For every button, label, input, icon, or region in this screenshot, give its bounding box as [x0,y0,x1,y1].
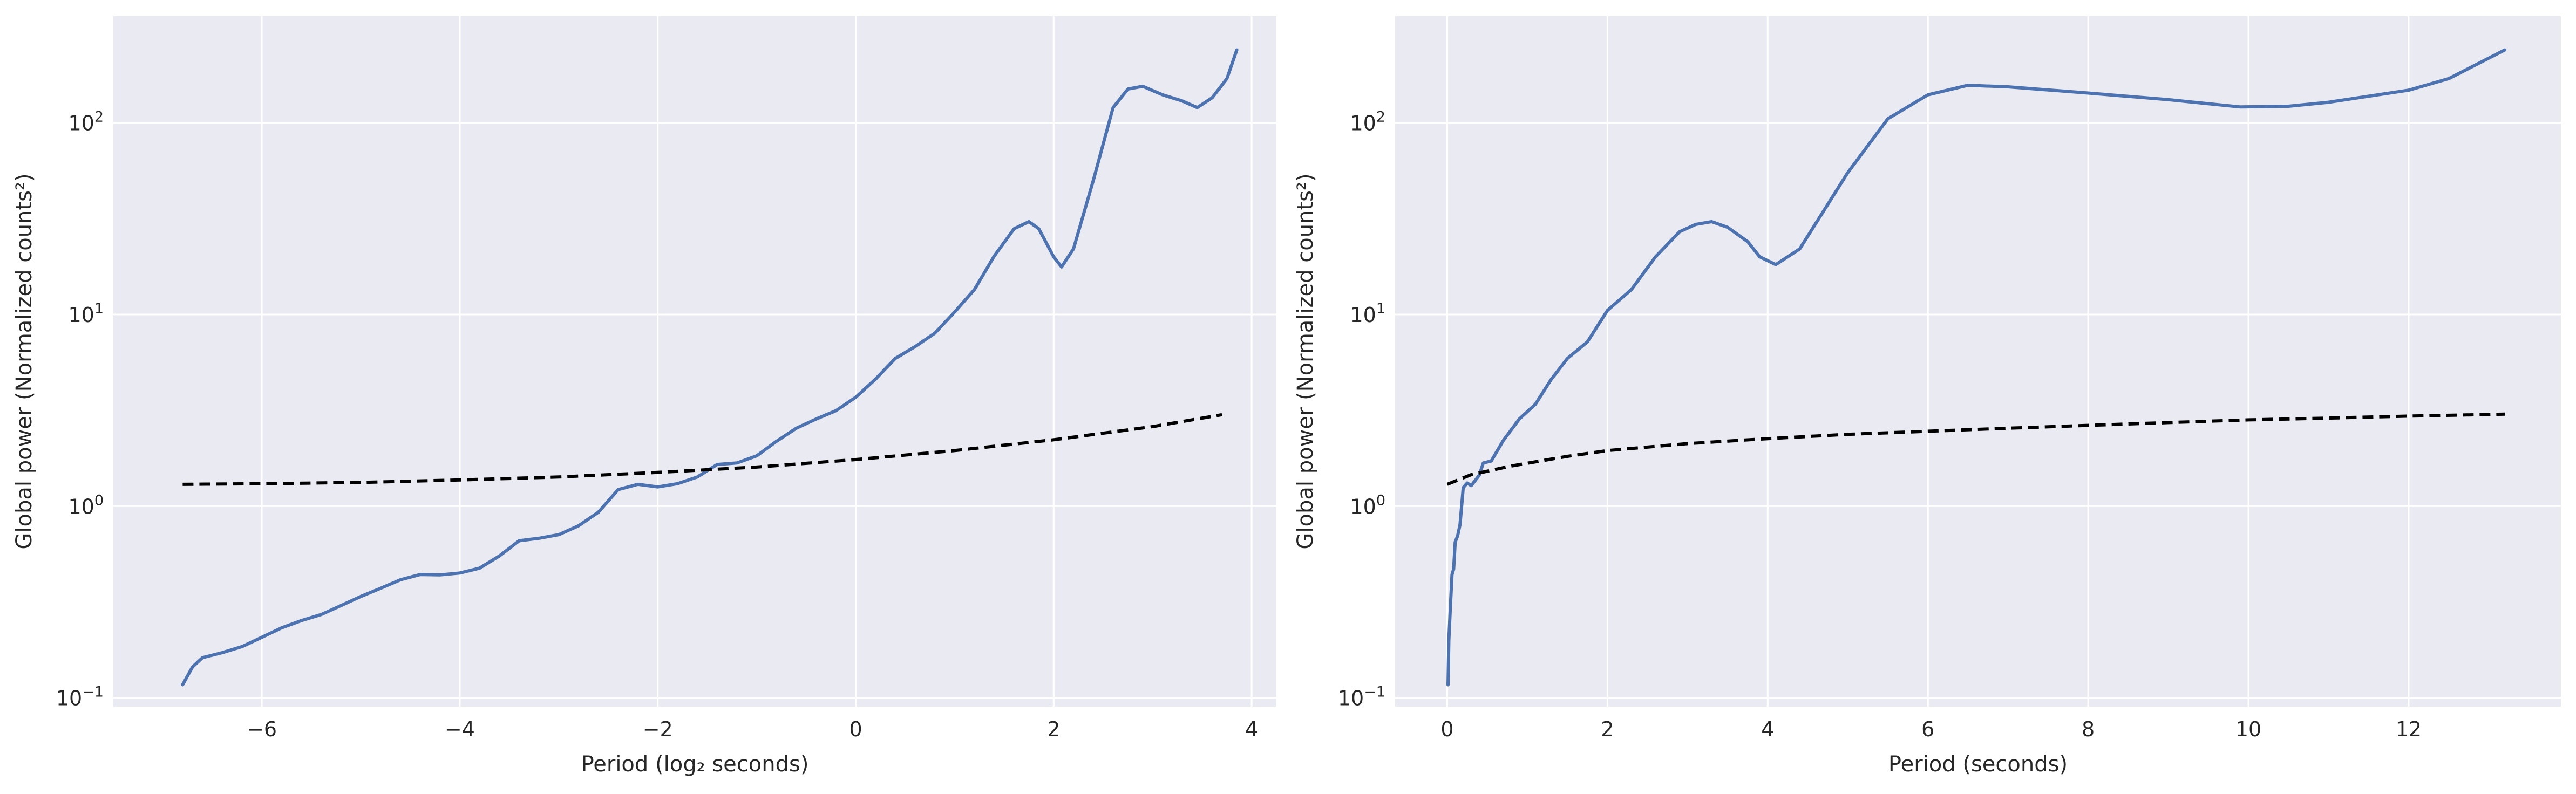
right-x-tick-label: 10 [2235,717,2261,741]
left-x-tick-label: 4 [1245,717,1258,741]
left-global-power-line [181,48,1239,687]
left-plot-area [113,16,1276,707]
right-plot-area [1395,16,2561,707]
right-x-tick-label: 2 [1601,717,1614,741]
left-x-tick-label: −6 [247,717,277,741]
right-y-tick-label: 102 [1350,109,1385,135]
right-global-power-line [1446,48,2507,687]
right-x-tick-label: 6 [1921,717,1934,741]
right-x-tick-label: 12 [2396,717,2422,741]
right-y-tick-label: 10−1 [1338,684,1385,710]
right-panel-linear-period: 0 2 4 6 8 10 12 10−1 100 101 102 Period (seconds) Gl… [1293,16,2561,777]
left-x-tick-label: 0 [849,717,862,741]
left-y-tick-label: 102 [68,109,104,135]
right-x-tick-label: 8 [2082,717,2095,741]
left-x-axis-label: Period (log₂ seconds) [581,752,809,777]
left-panel-log2-period: −6 −4 −2 0 2 4 10−1 100 101 102 Period (log₂ secon… [12,16,1276,777]
left-x-tick-label: −4 [445,717,475,741]
left-y-tick-label: 101 [68,300,104,327]
right-x-axis-label: Period (seconds) [1888,752,2068,777]
right-x-tick-label: 0 [1440,717,1453,741]
right-y-axis-label: Global power (Normalized counts²) [1293,173,1318,549]
left-y-axis-label: Global power (Normalized counts²) [12,173,37,549]
left-significance-line [182,413,1222,486]
left-x-tick-label: −2 [643,717,673,741]
left-y-tick-label: 100 [68,492,104,518]
left-y-tick-label: 10−1 [56,684,104,710]
right-significance-line [1446,412,2505,486]
right-y-tick-label: 100 [1350,492,1385,518]
right-x-tick-label: 4 [1761,717,1774,741]
right-y-tick-label: 101 [1350,300,1385,327]
left-x-tick-label: 2 [1047,717,1060,741]
